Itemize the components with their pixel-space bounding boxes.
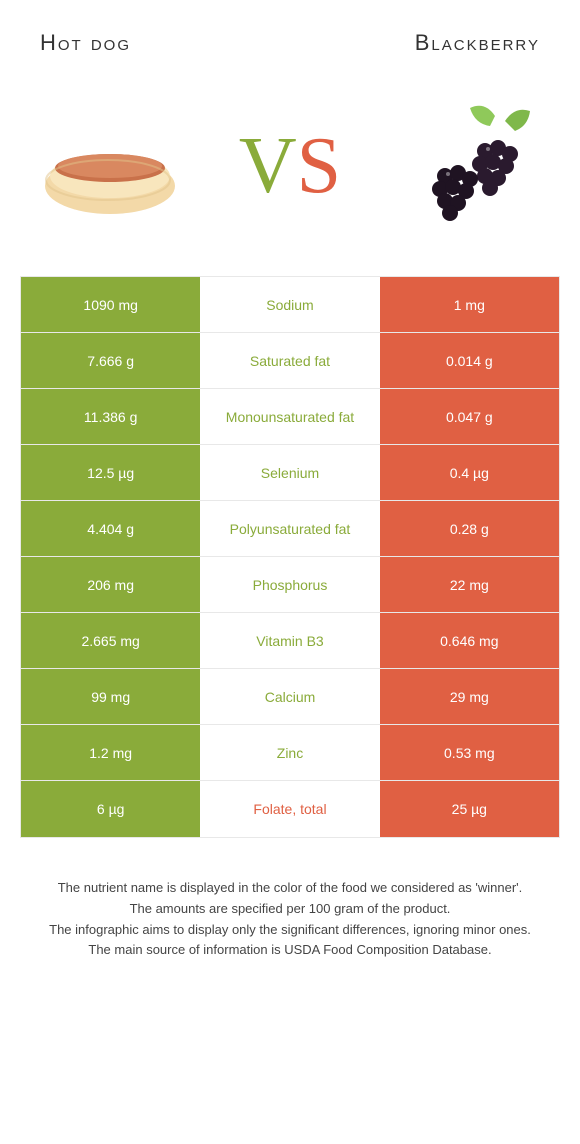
value-left: 7.666 g [21,333,200,388]
nutrient-name: Calcium [200,669,379,724]
value-left: 1.2 mg [21,725,200,780]
nutrient-row: 2.665 mgVitamin B30.646 mg [21,613,559,669]
nutrient-name: Phosphorus [200,557,379,612]
value-left: 6 µg [21,781,200,837]
nutrient-row: 11.386 gMonounsaturated fat0.047 g [21,389,559,445]
value-right: 29 mg [380,669,559,724]
nutrient-name: Vitamin B3 [200,613,379,668]
vs-v: V [239,122,297,210]
vs-label: VS [239,126,341,206]
nutrient-name: Monounsaturated fat [200,389,379,444]
vs-s: S [297,122,342,210]
blackberry-image [390,86,550,246]
nutrient-row: 4.404 gPolyunsaturated fat0.28 g [21,501,559,557]
value-right: 0.014 g [380,333,559,388]
header: Hot dog Blackberry [0,0,580,66]
value-left: 1090 mg [21,277,200,332]
value-right: 1 mg [380,277,559,332]
footer-line-4: The main source of information is USDA F… [30,940,550,961]
value-left: 11.386 g [21,389,200,444]
nutrient-row: 1090 mgSodium1 mg [21,277,559,333]
value-left: 206 mg [21,557,200,612]
footer-line-3: The infographic aims to display only the… [30,920,550,941]
nutrient-row: 7.666 gSaturated fat0.014 g [21,333,559,389]
food-right-title: Blackberry [415,30,540,56]
nutrient-row: 6 µgFolate, total25 µg [21,781,559,837]
food-left-title: Hot dog [40,30,131,56]
value-right: 0.4 µg [380,445,559,500]
footer-line-1: The nutrient name is displayed in the co… [30,878,550,899]
nutrient-name: Folate, total [200,781,379,837]
nutrient-row: 206 mgPhosphorus22 mg [21,557,559,613]
nutrient-table: 1090 mgSodium1 mg7.666 gSaturated fat0.0… [20,276,560,838]
hotdog-image [30,86,190,246]
nutrient-row: 99 mgCalcium29 mg [21,669,559,725]
nutrient-name: Zinc [200,725,379,780]
nutrient-name: Sodium [200,277,379,332]
vs-row: VS [0,66,580,276]
value-right: 0.646 mg [380,613,559,668]
nutrient-name: Polyunsaturated fat [200,501,379,556]
value-right: 0.53 mg [380,725,559,780]
value-left: 99 mg [21,669,200,724]
footer-line-2: The amounts are specified per 100 gram o… [30,899,550,920]
value-right: 22 mg [380,557,559,612]
value-right: 25 µg [380,781,559,837]
value-left: 2.665 mg [21,613,200,668]
nutrient-row: 12.5 µgSelenium0.4 µg [21,445,559,501]
value-left: 12.5 µg [21,445,200,500]
footer-notes: The nutrient name is displayed in the co… [0,838,580,981]
value-right: 0.28 g [380,501,559,556]
nutrient-row: 1.2 mgZinc0.53 mg [21,725,559,781]
nutrient-name: Selenium [200,445,379,500]
nutrient-name: Saturated fat [200,333,379,388]
value-right: 0.047 g [380,389,559,444]
value-left: 4.404 g [21,501,200,556]
